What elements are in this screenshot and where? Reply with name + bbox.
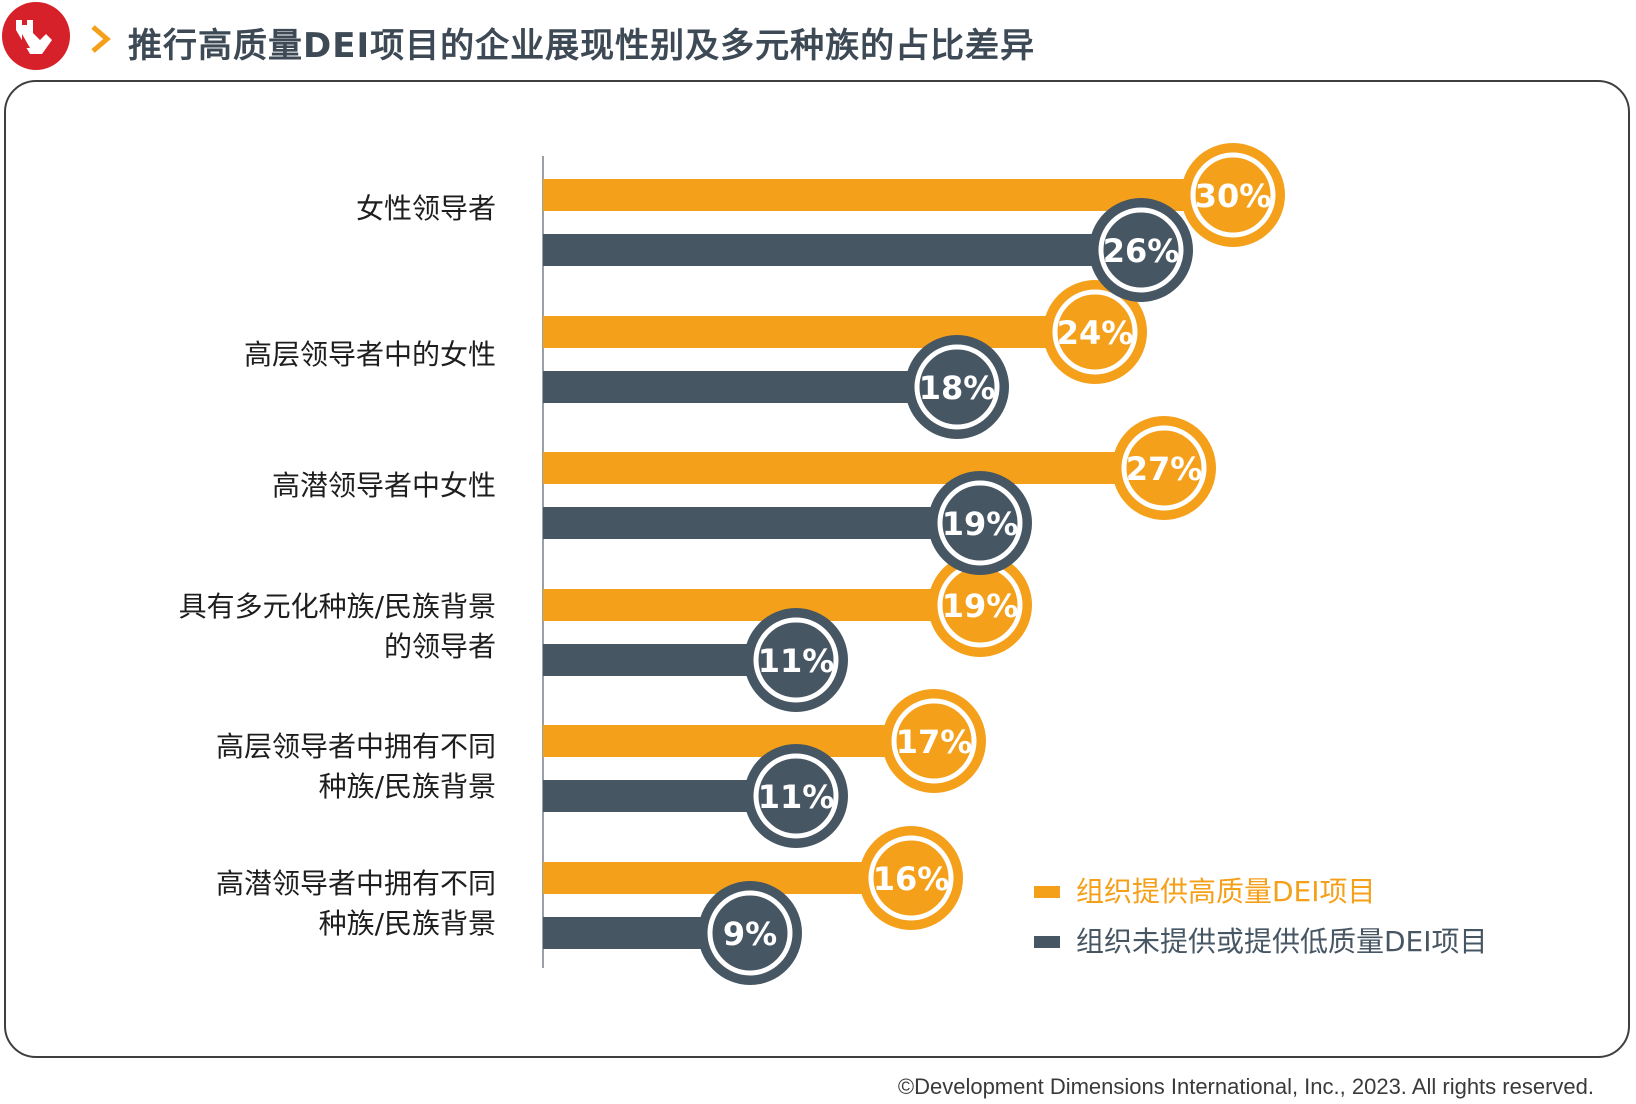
category-label-line: 种族/民族背景	[318, 907, 496, 940]
category-label-line: 高潜领导者中女性	[271, 469, 496, 502]
bar-group: 17%	[543, 689, 986, 793]
bar-group: 26%	[543, 198, 1193, 302]
bar-high-quality	[543, 452, 1164, 484]
data-label: 9%	[723, 915, 777, 953]
value-badge-ring	[882, 689, 986, 793]
category-label: 具有多元化种族/民族背景的领导者	[179, 587, 496, 667]
category-label-line: 具有多元化种族/民族背景	[178, 590, 496, 623]
bar-group: 11%	[543, 744, 848, 848]
category-label: 高层领导者中的女性	[244, 335, 496, 375]
value-badge-ring	[1181, 143, 1285, 247]
data-label: 17%	[896, 723, 973, 761]
bar-low-quality	[543, 234, 1141, 266]
value-badge-inner-ring	[1052, 289, 1138, 375]
bar-high-quality	[543, 589, 980, 621]
value-badge-ring	[905, 335, 1009, 439]
value-badge-ring	[698, 881, 802, 985]
bar-group: 9%	[543, 881, 802, 985]
bar-group: 18%	[543, 335, 1009, 439]
data-label: 11%	[758, 642, 835, 680]
value-badge-ring	[744, 608, 848, 712]
value-badge-inner-ring	[753, 753, 839, 839]
value-badge-inner-ring	[937, 480, 1023, 566]
bar-group: 19%	[543, 471, 1032, 575]
bar-low-quality	[543, 507, 980, 539]
value-badge-inner-ring	[868, 835, 954, 921]
data-label: 11%	[758, 778, 835, 816]
value-badge-inner-ring	[1190, 152, 1276, 238]
page-title: 推行高质量DEI项目的企业展现性别及多元种族的占比差异	[128, 26, 1036, 66]
data-label: 18%	[919, 369, 996, 407]
category-label: 女性领导者	[356, 189, 496, 229]
bar-group: 11%	[543, 608, 848, 712]
legend-label: 组织提供高质量DEI项目	[1076, 875, 1376, 908]
data-label: 19%	[942, 505, 1019, 543]
value-badge-inner-ring	[1098, 207, 1184, 293]
data-label: 26%	[1103, 232, 1180, 270]
category-label-line: 种族/民族背景	[318, 770, 496, 803]
value-badge-inner-ring	[891, 698, 977, 784]
category-label-line: 的领导者	[383, 630, 496, 663]
category-label-line: 高层领导者中拥有不同	[215, 730, 496, 763]
data-label: 16%	[873, 860, 950, 898]
value-badge-ring	[744, 744, 848, 848]
category-label: 高潜领导者中拥有不同种族/民族背景	[216, 864, 496, 944]
bar-high-quality	[543, 316, 1095, 348]
legend-swatch-orange	[1034, 886, 1060, 898]
value-badge-ring	[928, 471, 1032, 575]
value-badge-ring	[859, 826, 963, 930]
category-label: 高潜领导者中女性	[272, 466, 496, 506]
category-label-line: 高层领导者中的女性	[243, 338, 496, 371]
category-label: 高层领导者中拥有不同种族/民族背景	[216, 727, 496, 807]
bar-group: 24%	[543, 280, 1147, 384]
legend-swatch-navy	[1034, 936, 1060, 948]
value-badge-ring	[1043, 280, 1147, 384]
value-badge-ring	[1112, 416, 1216, 520]
value-badge-ring	[1089, 198, 1193, 302]
data-label: 24%	[1057, 314, 1134, 352]
ddi-wall-logo-icon	[2, 2, 70, 70]
bar-group: 19%	[543, 553, 1032, 657]
data-label: 27%	[1126, 450, 1203, 488]
copyright-notice: ©Development Dimensions International, I…	[897, 1074, 1594, 1099]
value-badge-inner-ring	[914, 344, 1000, 430]
value-badge-inner-ring	[753, 617, 839, 703]
data-label: 19%	[942, 587, 1019, 625]
value-badge-ring	[928, 553, 1032, 657]
value-badge-inner-ring	[1121, 425, 1207, 511]
category-label-line: 女性领导者	[355, 192, 496, 225]
chevron-right-icon	[91, 25, 111, 53]
bar-high-quality	[543, 725, 934, 757]
bar-group: 27%	[543, 416, 1216, 520]
data-label: 30%	[1195, 177, 1272, 215]
category-label-line: 高潜领导者中拥有不同	[215, 867, 496, 900]
value-badge-inner-ring	[707, 890, 793, 976]
bar-low-quality	[543, 371, 957, 403]
legend-label: 组织未提供或提供低质量DEI项目	[1076, 925, 1488, 958]
